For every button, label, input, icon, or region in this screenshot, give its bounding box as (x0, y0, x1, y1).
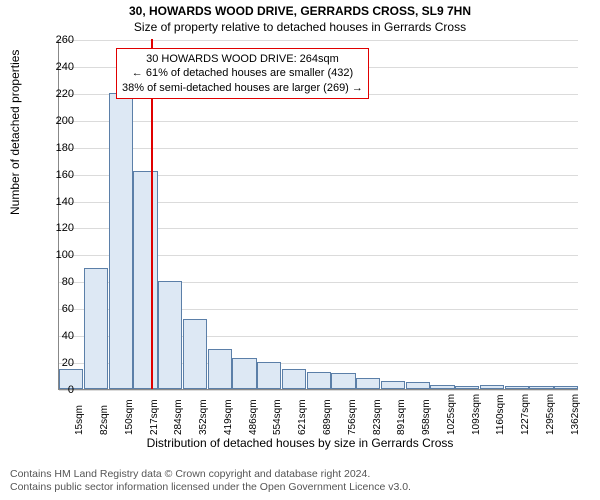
annotation-size: 30 HOWARDS WOOD DRIVE: 264sqm (122, 52, 363, 66)
x-tick-label: 82sqm (99, 405, 110, 435)
attribution-line1: Contains HM Land Registry data © Crown c… (10, 468, 411, 482)
annotation-larger: 38% of semi-detached houses are larger (… (122, 81, 363, 95)
histogram-bar (282, 369, 306, 389)
property-annotation-box: 30 HOWARDS WOOD DRIVE: 264sqm ← 61% of d… (116, 48, 369, 99)
histogram-bar (84, 268, 108, 389)
y-tick-label: 140 (56, 196, 74, 208)
y-tick-label: 0 (68, 384, 74, 396)
histogram-bar (208, 349, 232, 389)
x-tick-label: 823sqm (372, 399, 383, 435)
gridline (59, 40, 578, 41)
histogram-bar (529, 386, 553, 389)
y-tick-label: 80 (62, 276, 74, 288)
x-tick-label: 1025sqm (446, 394, 457, 435)
histogram-bar (232, 358, 256, 389)
histogram-bar (158, 281, 182, 389)
y-tick-label: 60 (62, 303, 74, 315)
chart-plot-area: 30 HOWARDS WOOD DRIVE: 264sqm ← 61% of d… (58, 40, 578, 390)
histogram-bar (554, 386, 578, 389)
y-tick-label: 120 (56, 222, 74, 234)
x-axis-label: Distribution of detached houses by size … (0, 436, 600, 450)
y-tick-label: 160 (56, 169, 74, 181)
histogram-bar (430, 385, 454, 389)
y-tick-label: 40 (62, 330, 74, 342)
chart-subtitle: Size of property relative to detached ho… (0, 20, 600, 34)
histogram-bar (505, 386, 529, 389)
histogram-bar (133, 171, 157, 389)
y-tick-label: 200 (56, 115, 74, 127)
y-tick-label: 240 (56, 61, 74, 73)
gridline (59, 390, 578, 391)
x-tick-label: 958sqm (421, 399, 432, 435)
x-tick-label: 689sqm (322, 399, 333, 435)
y-tick-label: 220 (56, 88, 74, 100)
x-tick-label: 284sqm (173, 399, 184, 435)
x-tick-label: 1160sqm (495, 395, 506, 435)
x-tick-label: 15sqm (74, 405, 85, 435)
histogram-bar (183, 319, 207, 389)
x-tick-label: 1362sqm (570, 394, 581, 435)
histogram-bar (381, 381, 405, 389)
x-tick-label: 1093sqm (471, 394, 482, 435)
histogram-bar (406, 382, 430, 389)
x-tick-label: 621sqm (297, 399, 308, 435)
y-tick-label: 180 (56, 142, 74, 154)
histogram-bar (455, 386, 479, 389)
x-tick-label: 352sqm (198, 399, 209, 435)
y-tick-label: 20 (62, 357, 74, 369)
x-tick-label: 1227sqm (520, 394, 531, 435)
histogram-bar (257, 362, 281, 389)
attribution-line2: Contains public sector information licen… (10, 481, 411, 495)
data-attribution: Contains HM Land Registry data © Crown c… (10, 468, 411, 495)
gridline (59, 121, 578, 122)
y-axis-label: Number of detached properties (8, 50, 22, 215)
x-tick-label: 756sqm (347, 399, 358, 435)
histogram-bar (331, 373, 355, 389)
histogram-bar (356, 378, 380, 389)
x-tick-label: 1295sqm (545, 394, 556, 435)
x-tick-label: 891sqm (396, 399, 407, 435)
histogram-bar (480, 385, 504, 389)
x-tick-label: 150sqm (124, 399, 135, 435)
histogram-bar (109, 93, 133, 389)
y-tick-label: 100 (56, 249, 74, 261)
x-tick-label: 419sqm (223, 399, 234, 435)
x-tick-label: 486sqm (248, 399, 259, 435)
histogram-bar (307, 372, 331, 390)
chart-title-address: 30, HOWARDS WOOD DRIVE, GERRARDS CROSS, … (0, 4, 600, 18)
x-tick-label: 217sqm (149, 399, 160, 435)
x-tick-label: 554sqm (272, 399, 283, 435)
y-tick-label: 260 (56, 34, 74, 46)
annotation-smaller: ← 61% of detached houses are smaller (43… (122, 66, 363, 80)
gridline (59, 148, 578, 149)
